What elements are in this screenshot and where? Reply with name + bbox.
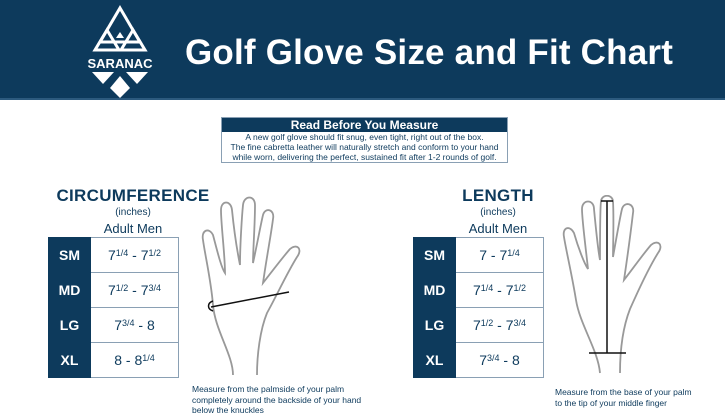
range-min-fraction: 1/2 — [480, 318, 494, 328]
caption-line: Measure from the base of your palm — [555, 387, 692, 397]
size-label: LG — [413, 307, 456, 343]
length-caption: Measure from the base of your palm to th… — [555, 387, 692, 408]
notice-line: A new golf glove should fit snug, even t… — [245, 132, 484, 142]
range-max: 8 — [146, 317, 155, 333]
notice-line: The fine cabretta leather will naturally… — [230, 142, 499, 153]
range-max: 7 — [499, 247, 508, 263]
range-min: 7 — [107, 247, 116, 263]
size-range: 73/4 - 8 — [90, 307, 179, 343]
size-range: 73/4 - 8 — [455, 342, 544, 378]
range-min-fraction: 1/2 — [115, 283, 129, 293]
section-title: CIRCUMFERENCE — [56, 186, 210, 205]
range-max: 7 — [505, 317, 514, 333]
range-min: 7 — [479, 247, 488, 263]
range-min-fraction: 1/4 — [480, 283, 494, 293]
range-min: 7 — [479, 352, 488, 368]
hand-circumference-icon — [201, 196, 301, 376]
size-label: MD — [413, 272, 456, 308]
length-table: SM 7 - 71/4 MD 71/4 - 71/2 LG 71/2 - 73/4 X… — [413, 237, 544, 378]
range-max: 7 — [505, 282, 514, 298]
range-max: 8 — [511, 352, 520, 368]
notice-box: Read Before You Measure A new golf glove… — [221, 117, 508, 163]
caption-line: to the tip of your middle finger — [555, 397, 667, 408]
range-min: 7 — [114, 317, 123, 333]
size-row: SM 71/4 - 71/2 — [48, 237, 179, 273]
caption-line: Measure from the palmside of your palm — [192, 384, 345, 394]
saranac-logo: SARANAC — [88, 5, 154, 98]
length-heading: LENGTH (inches) Adult Men — [398, 186, 598, 236]
caption-line: completely around the backside of your h… — [192, 394, 362, 405]
range-min: 8 — [114, 352, 123, 368]
range-max-fraction: 3/4 — [513, 318, 527, 328]
svg-text:SARANAC: SARANAC — [88, 56, 154, 71]
header: SARANAC Golf Glove Size and Fit Chart — [0, 0, 725, 100]
size-label: XL — [413, 342, 456, 378]
size-row: XL 73/4 - 8 — [413, 342, 544, 378]
size-range: 7 - 71/4 — [455, 237, 544, 273]
range-min-fraction: 3/4 — [487, 353, 500, 363]
range-max-fraction: 1/4 — [142, 353, 155, 363]
size-range: 71/4 - 71/2 — [455, 272, 544, 308]
size-row: SM 7 - 71/4 — [413, 237, 544, 273]
range-max-fraction: 1/4 — [507, 248, 520, 258]
notice-title: Read Before You Measure — [222, 118, 507, 132]
size-label: LG — [48, 307, 91, 343]
size-label: SM — [48, 237, 91, 273]
range-max: 8 — [134, 352, 143, 368]
notice-line: while worn, delivering the perfect, sust… — [232, 152, 497, 163]
size-range: 71/4 - 71/2 — [90, 237, 179, 273]
page-title: Golf Glove Size and Fit Chart — [185, 33, 674, 72]
circumference-caption: Measure from the palmside of your palm c… — [192, 384, 361, 416]
size-label: MD — [48, 272, 91, 308]
size-label: SM — [413, 237, 456, 273]
range-max-fraction: 1/2 — [513, 283, 527, 293]
size-row: MD 71/4 - 71/2 — [413, 272, 544, 308]
range-max-fraction: 3/4 — [148, 283, 162, 293]
range-min: 7 — [107, 282, 116, 298]
range-min: 7 — [472, 317, 481, 333]
section-title: LENGTH — [462, 186, 534, 205]
range-min: 7 — [472, 282, 481, 298]
group-label: Adult Men — [103, 221, 163, 236]
circumference-heading: CIRCUMFERENCE (inches) Adult Men — [33, 186, 233, 236]
size-range: 8 - 81/4 — [90, 342, 179, 378]
size-row: XL 8 - 81/4 — [48, 342, 179, 378]
range-max: 7 — [140, 247, 149, 263]
size-range: 71/2 - 73/4 — [90, 272, 179, 308]
caption-line: below the knuckles — [192, 405, 264, 415]
unit-label: (inches) — [115, 207, 151, 218]
size-range: 71/2 - 73/4 — [455, 307, 544, 343]
size-row: MD 71/2 - 73/4 — [48, 272, 179, 308]
range-min-fraction: 1/4 — [115, 248, 129, 258]
range-min-fraction: 3/4 — [122, 318, 135, 328]
size-row: LG 71/2 - 73/4 — [413, 307, 544, 343]
unit-label: (inches) — [480, 207, 516, 218]
group-label: Adult Men — [468, 221, 528, 236]
size-label: XL — [48, 342, 91, 378]
hand-length-icon — [562, 195, 662, 374]
size-row: LG 73/4 - 8 — [48, 307, 179, 343]
range-max-fraction: 1/2 — [148, 248, 162, 258]
range-max: 7 — [140, 282, 149, 298]
